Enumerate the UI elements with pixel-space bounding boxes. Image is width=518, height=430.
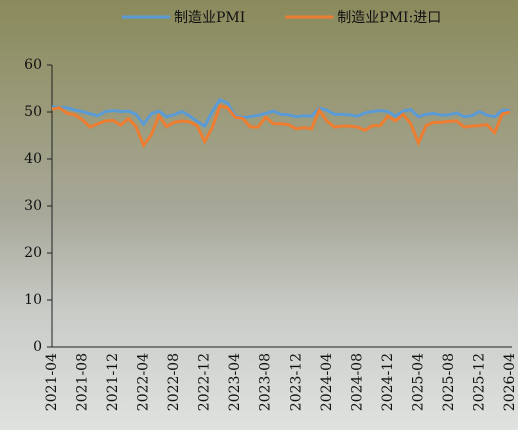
y-tick-label: 60	[24, 57, 42, 73]
x-tick-label: 2024-04	[319, 353, 335, 411]
x-tick-label: 2023-04	[227, 353, 243, 411]
x-tick-label: 2022-08	[166, 353, 182, 411]
x-tick-label: 2022-04	[136, 353, 152, 411]
line-series	[51, 104, 511, 149]
x-tick-label: 2023-08	[258, 353, 274, 411]
x-tick-label: 2021-08	[75, 353, 91, 411]
x-tick-label: 2025-04	[410, 353, 426, 411]
legend-label: 制造业PMI:进口	[337, 10, 441, 26]
y-tick-label: 40	[24, 151, 42, 167]
x-tick-label: 2024-12	[380, 353, 396, 411]
line-series	[51, 97, 511, 129]
x-tick-label: 2025-12	[471, 353, 487, 411]
y-tick-label: 10	[24, 292, 42, 308]
x-tick-label: 2024-08	[349, 353, 365, 411]
x-tick-label: 2023-12	[288, 353, 304, 411]
x-tick-label: 2021-12	[105, 353, 121, 411]
x-tick-label: 2021-04	[44, 353, 60, 411]
x-tick-label: 2022-12	[197, 353, 213, 411]
y-tick-label: 20	[24, 245, 42, 261]
y-tick-label: 30	[24, 198, 42, 214]
y-tick-label: 50	[24, 104, 42, 120]
legend-label: 制造业PMI	[174, 10, 245, 26]
x-tick-label: 2026-04	[502, 353, 518, 411]
x-tick-label: 2025-08	[441, 353, 457, 411]
y-tick-label: 0	[33, 339, 42, 355]
